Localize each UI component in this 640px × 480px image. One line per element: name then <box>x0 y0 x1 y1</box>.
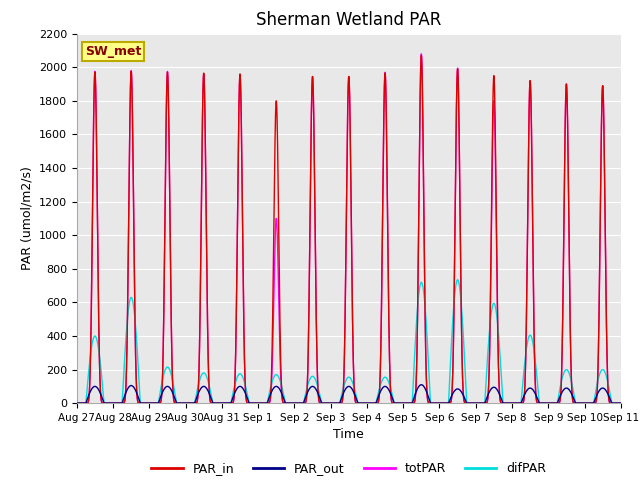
Legend: PAR_in, PAR_out, totPAR, difPAR: PAR_in, PAR_out, totPAR, difPAR <box>147 457 551 480</box>
Y-axis label: PAR (umol/m2/s): PAR (umol/m2/s) <box>20 167 33 270</box>
Text: SW_met: SW_met <box>85 45 141 58</box>
Title: Sherman Wetland PAR: Sherman Wetland PAR <box>256 11 442 29</box>
X-axis label: Time: Time <box>333 429 364 442</box>
